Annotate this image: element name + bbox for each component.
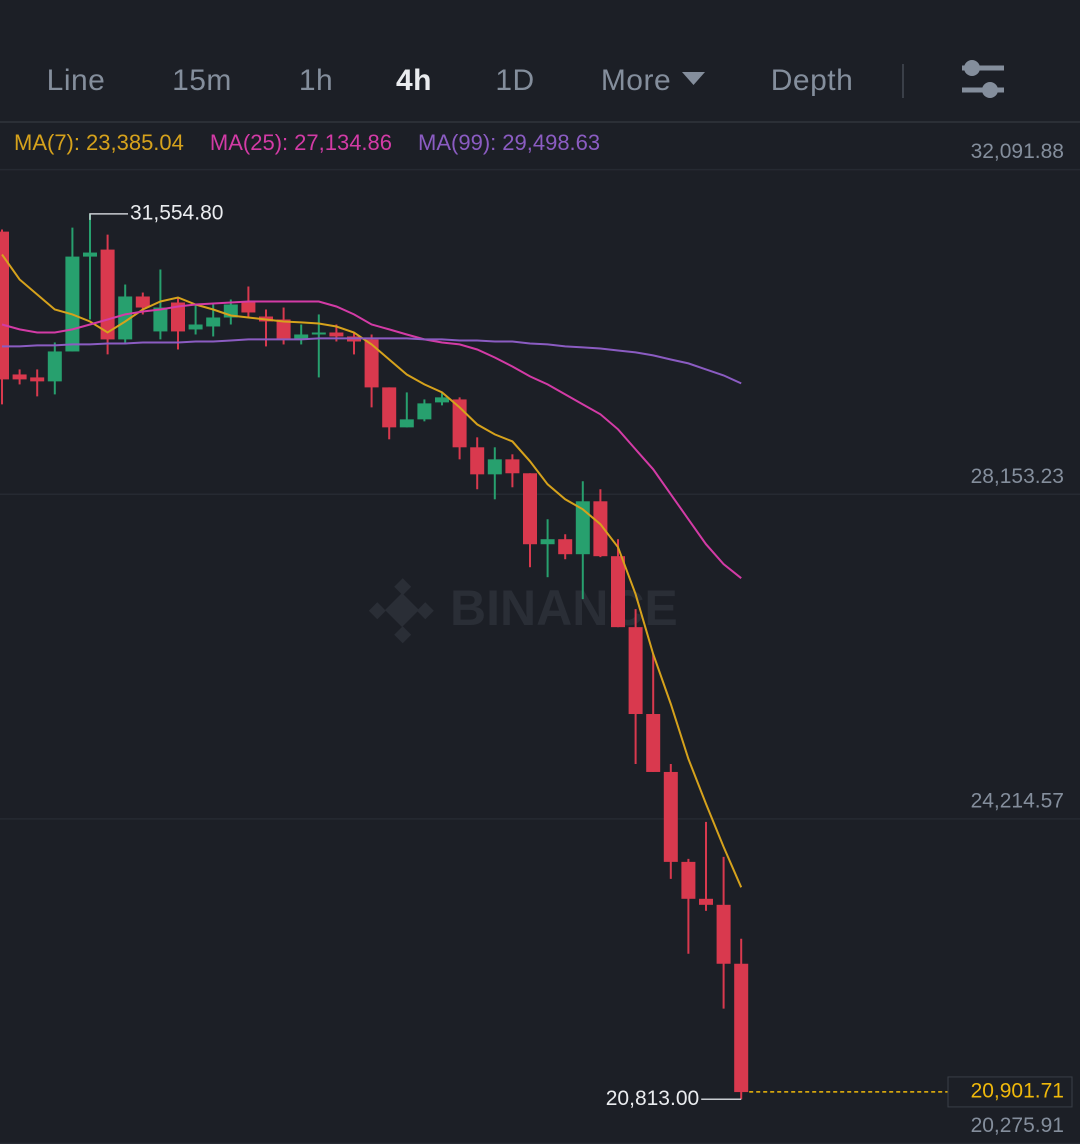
candle-body bbox=[716, 904, 731, 964]
legend-value: 27,134.86 bbox=[294, 130, 393, 155]
ma-line bbox=[1, 300, 742, 579]
tab[interactable]: 15m bbox=[172, 64, 232, 97]
watermark-text: BINANCE bbox=[450, 580, 678, 636]
tab[interactable]: 1D bbox=[495, 64, 534, 97]
last-price-box bbox=[947, 1076, 1073, 1108]
candle-body bbox=[171, 302, 185, 332]
candle-body bbox=[681, 861, 696, 899]
ma-legend: MA(7)23,385.04 MA(25)27,134.86 MA(99)29,49… bbox=[14, 130, 626, 156]
candle-body bbox=[188, 324, 203, 330]
candle-body bbox=[47, 351, 62, 382]
candle-body bbox=[399, 419, 414, 428]
candle-body bbox=[734, 963, 749, 1093]
y-tick-label: 28,153.23 bbox=[971, 465, 1064, 488]
legend-name: MA(25) bbox=[210, 130, 294, 155]
candle-body bbox=[100, 249, 115, 340]
candle-body bbox=[118, 296, 133, 340]
candle-body bbox=[329, 332, 344, 337]
candle-body bbox=[276, 319, 291, 340]
candle-body bbox=[30, 377, 45, 382]
tab[interactable]: Depth bbox=[771, 64, 854, 97]
candle-body bbox=[558, 539, 573, 555]
candle-body bbox=[12, 374, 27, 380]
candle-body bbox=[470, 447, 485, 475]
y-tick-label: 32,091.88 bbox=[971, 140, 1064, 163]
legend-item: MA(25)27,134.86 bbox=[210, 130, 392, 155]
high-marker-line bbox=[89, 213, 128, 220]
tab[interactable]: More bbox=[601, 64, 671, 97]
legend-name: MA(99) bbox=[418, 130, 502, 155]
tab[interactable]: 1h bbox=[299, 64, 333, 97]
candle-body bbox=[699, 898, 713, 905]
candle-body bbox=[628, 627, 643, 715]
candle-body bbox=[487, 459, 502, 475]
tab[interactable]: Line bbox=[47, 64, 106, 97]
candle-body bbox=[241, 302, 256, 313]
more-caret[interactable] bbox=[682, 72, 705, 85]
low-marker-label: 20,813.00 bbox=[606, 1087, 699, 1110]
ma-line bbox=[2, 337, 742, 385]
candle-body bbox=[206, 317, 221, 327]
candle-body bbox=[611, 556, 625, 628]
legend-value: 29,498.63 bbox=[502, 130, 601, 155]
high-marker-label: 31,554.80 bbox=[130, 201, 223, 224]
candle-body bbox=[593, 501, 608, 557]
candle-body bbox=[294, 334, 309, 340]
candle-body bbox=[382, 387, 397, 428]
candle-body bbox=[65, 256, 80, 352]
candle-body bbox=[83, 252, 97, 257]
ma-line bbox=[1, 253, 743, 888]
candle-body bbox=[311, 332, 326, 335]
candle-body bbox=[0, 231, 9, 380]
candle-body bbox=[646, 714, 661, 772]
candle-body bbox=[540, 539, 555, 545]
candle-body bbox=[364, 339, 379, 388]
legend-name: MA(7) bbox=[14, 130, 86, 155]
candle-body bbox=[663, 771, 678, 862]
candle-body bbox=[523, 473, 537, 545]
candle-body bbox=[435, 397, 449, 403]
legend-item: MA(7)23,385.04 bbox=[14, 130, 184, 155]
candle-body bbox=[135, 296, 150, 308]
candle-body bbox=[417, 403, 432, 420]
y-tick-label: 24,214.57 bbox=[971, 789, 1064, 812]
settings-icon[interactable] bbox=[962, 60, 1004, 98]
legend-item: MA(99)29,498.63 bbox=[418, 130, 600, 155]
y-tick-label: 20,275.91 bbox=[971, 1114, 1064, 1137]
candle-body bbox=[153, 307, 168, 332]
tab[interactable]: 4h bbox=[396, 64, 432, 97]
legend-value: 23,385.04 bbox=[86, 130, 184, 155]
candle-body bbox=[575, 501, 590, 555]
candle-body bbox=[505, 459, 520, 474]
last-price-label: 20,901.71 bbox=[971, 1079, 1064, 1102]
